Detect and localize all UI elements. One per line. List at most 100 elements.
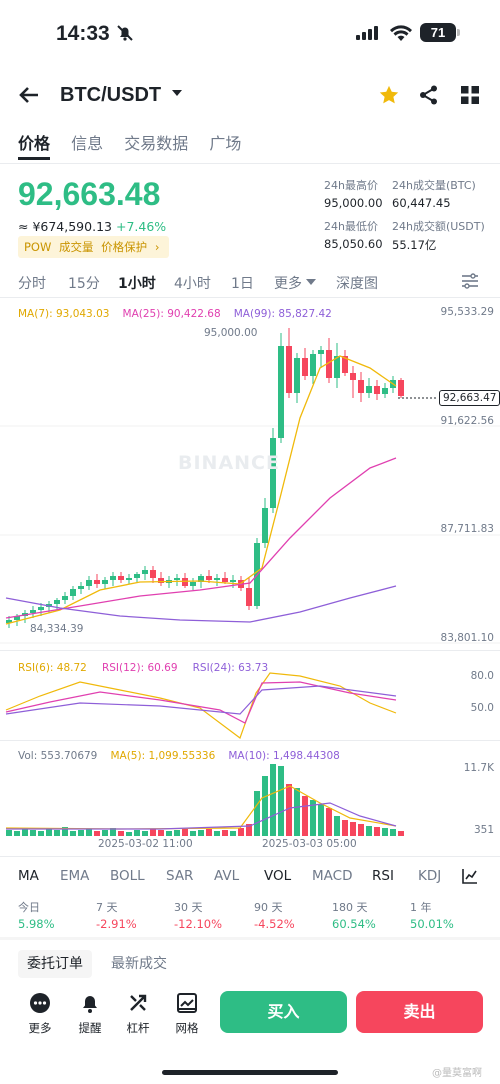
more-button[interactable]: 更多: [18, 992, 62, 1036]
favorite-star-icon[interactable]: [378, 84, 400, 106]
candle-down: [246, 588, 252, 606]
ma25-line: [5, 457, 397, 619]
sell-button[interactable]: 卖出: [356, 991, 483, 1033]
perf-30d: 30 天 -12.10%: [174, 901, 222, 931]
vol-label: Vol: 553.70679: [18, 750, 98, 762]
rsi-axis-label: 50.0: [470, 702, 494, 714]
ma25-label: MA(25): 90,422.68: [122, 308, 221, 320]
dropdown-caret-icon[interactable]: [171, 88, 183, 98]
pair-title[interactable]: BTC/USDT: [60, 84, 162, 106]
indicator-vol[interactable]: VOL: [264, 868, 292, 884]
interval-1d[interactable]: 1日: [231, 276, 254, 292]
volume-bar: [286, 784, 292, 836]
divider: [0, 650, 500, 651]
interval-depth[interactable]: 深度图: [336, 276, 378, 292]
tab-price[interactable]: 价格: [18, 134, 51, 153]
volume-bar: [382, 828, 388, 836]
tab-open-orders[interactable]: 委托订单: [18, 950, 92, 978]
indicator-sar[interactable]: SAR: [166, 868, 194, 884]
chart-settings-icon[interactable]: [461, 273, 479, 289]
tag-pow: POW: [24, 240, 52, 254]
candle-up: [102, 580, 108, 584]
candle-up: [382, 388, 388, 394]
perf-today: 今日 5.98%: [18, 901, 55, 931]
vol-axis-label: 11.7K: [463, 762, 494, 774]
candle-up: [6, 620, 12, 623]
rsi12-label: RSI(12): 60.69: [101, 662, 178, 674]
indicator-ma[interactable]: MA: [18, 868, 39, 884]
candle-up: [126, 578, 132, 580]
tab-trade-data[interactable]: 交易数据: [124, 134, 189, 153]
volume-bar: [350, 822, 356, 836]
alert-button[interactable]: 提醒: [68, 992, 112, 1036]
volume-bar: [262, 776, 268, 836]
change-percent: +7.46%: [115, 219, 167, 234]
grid-bot-icon: [177, 993, 197, 1013]
interval-1h[interactable]: 1小时: [118, 276, 156, 292]
buy-button[interactable]: 买入: [220, 991, 347, 1033]
candle-up: [78, 586, 84, 589]
indicator-macd[interactable]: MACD: [312, 868, 353, 884]
volume-bar: [366, 826, 372, 836]
stat-value-high: 95,000.00: [324, 196, 383, 210]
candle-down: [374, 386, 380, 394]
volume-bar: [342, 820, 348, 836]
battery-indicator: 71: [420, 23, 456, 42]
price-axis-label: 91,622.56: [440, 415, 494, 427]
tag-price-protect: 价格保护: [101, 240, 148, 254]
indicator-boll[interactable]: BOLL: [110, 868, 145, 884]
divider: [0, 297, 500, 298]
volume-bar: [174, 830, 180, 836]
candle-down: [118, 576, 124, 580]
volume-bar: [294, 788, 300, 836]
rsi-axis-label: 80.0: [470, 670, 494, 682]
candle-up: [38, 607, 44, 610]
volume-bar: [30, 830, 36, 836]
indicator-rsi[interactable]: RSI: [372, 868, 394, 884]
share-icon[interactable]: [418, 84, 440, 106]
price-sub: ≈ ¥674,590.13 +7.46%: [18, 219, 166, 234]
volume-bar: [310, 800, 316, 836]
silent-bell-icon: [117, 25, 133, 41]
candle-up: [54, 600, 60, 604]
candle-up: [134, 574, 140, 578]
tab-square[interactable]: 广场: [209, 134, 242, 153]
home-indicator: [162, 1070, 338, 1075]
grid-bot-button[interactable]: 网格: [165, 992, 209, 1036]
battery-tip: [457, 29, 460, 36]
volume-bar: [126, 832, 132, 836]
candle-up: [270, 438, 276, 508]
volume-bar: [214, 831, 220, 836]
kline-chart[interactable]: [0, 298, 500, 853]
interval-4h[interactable]: 4小时: [174, 276, 211, 292]
volume-bar: [46, 829, 52, 836]
volume-bar: [302, 796, 308, 836]
volume-bar: [238, 828, 244, 836]
indicator-kdj[interactable]: KDJ: [418, 868, 442, 884]
volume-bar: [166, 831, 172, 836]
ma99-line: [5, 585, 397, 623]
volume-bar: [150, 829, 156, 836]
indicator-edit-icon[interactable]: [462, 868, 478, 884]
interval-15m[interactable]: 15分: [68, 276, 100, 292]
candle-up: [214, 578, 220, 580]
volume-bar: [158, 830, 164, 836]
candle-down: [302, 358, 308, 376]
indicator-avl[interactable]: AVL: [214, 868, 240, 884]
indicator-ema[interactable]: EMA: [60, 868, 90, 884]
tag-strip[interactable]: POW 成交量 价格保护 ›: [18, 236, 170, 258]
candle-down: [150, 570, 156, 578]
grid-menu-icon[interactable]: [460, 85, 480, 105]
tab-latest-trades[interactable]: 最新成交: [111, 956, 167, 972]
stat-value-low: 85,050.60: [324, 237, 383, 251]
interval-more[interactable]: 更多: [274, 276, 302, 292]
back-arrow-icon[interactable]: [18, 84, 40, 106]
margin-button[interactable]: 杠杆: [116, 992, 160, 1036]
interval-time-share[interactable]: 分时: [18, 276, 46, 292]
volume-bar: [78, 830, 84, 836]
volume-bar: [70, 831, 76, 836]
candle-down: [286, 346, 292, 393]
tab-info[interactable]: 信息: [71, 134, 104, 153]
stat-label-high: 24h最高价: [324, 179, 378, 192]
candle-up: [70, 589, 76, 596]
